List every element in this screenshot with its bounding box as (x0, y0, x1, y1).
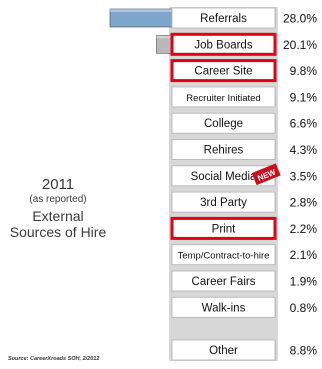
chart-title-line2: Sources of Hire (9, 223, 107, 240)
category-label: Career Fairs (192, 276, 256, 288)
value-label: 8.8% (290, 344, 318, 358)
label-box (171, 7, 276, 29)
highlight-box (170, 32, 277, 56)
category-label: Temp/Contract-to-hire (178, 251, 270, 262)
chart-subtitle: (as reported) (29, 194, 87, 206)
category-label: Career Site (194, 66, 252, 78)
value-label: 1.9% (290, 275, 318, 289)
category-label: Social Media (191, 171, 257, 183)
label-box (171, 139, 276, 160)
category-label: Recruiter Initiated (186, 93, 260, 104)
value-label: 4.3% (290, 143, 318, 157)
category-label: 3rd Party (200, 197, 247, 209)
label-box (171, 244, 276, 266)
value-label: 28.0% (283, 12, 317, 26)
value-label: 3.5% (290, 169, 318, 183)
value-label: 9.1% (290, 90, 318, 104)
value-label: 9.8% (290, 64, 318, 78)
category-label: Other (209, 345, 238, 357)
value-label: 6.6% (290, 117, 318, 131)
chart-side-title: 2011 (as reported) External Sources of H… (4, 176, 112, 240)
highlight-box (170, 59, 277, 83)
category-label: Referrals (200, 13, 247, 25)
value-label: 0.8% (290, 301, 318, 315)
category-label: Job Boards (194, 39, 252, 51)
value-label: 2.8% (290, 196, 318, 210)
value-label: 2.1% (290, 248, 318, 262)
label-box (171, 296, 276, 318)
source-note: Source: CareerXroads SOH, 2/2012 (8, 356, 100, 362)
label-box (171, 191, 276, 213)
category-label: College (204, 118, 243, 130)
value-label: 20.1% (283, 38, 317, 52)
label-box (171, 339, 276, 361)
category-label: Walk-ins (202, 302, 246, 314)
highlight-box (170, 216, 277, 240)
category-label: Print (212, 223, 236, 235)
label-box (171, 112, 276, 134)
chart-title-line1: External (32, 207, 84, 224)
category-label: Rehires (204, 145, 244, 157)
new-badge (251, 163, 281, 186)
label-box (171, 86, 276, 108)
chart-year: 2011 (41, 176, 75, 193)
value-label: 2.2% (290, 222, 318, 236)
label-box (171, 270, 276, 292)
